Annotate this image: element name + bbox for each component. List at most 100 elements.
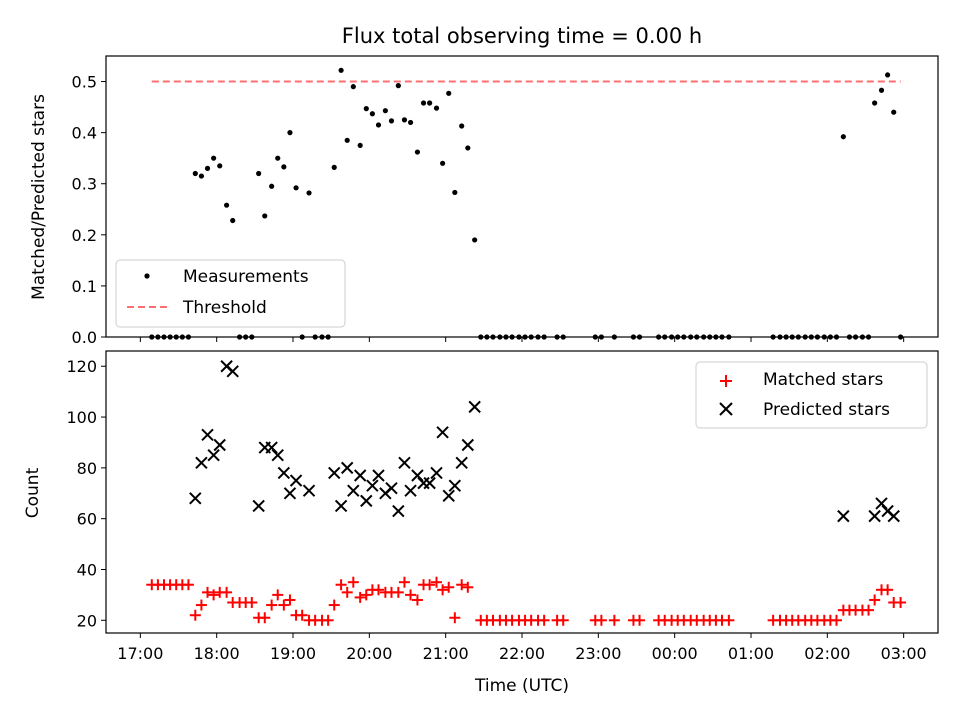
measurements-point (306, 190, 312, 196)
matched-stars-point (360, 589, 372, 601)
predicted-stars-point (277, 466, 291, 480)
x-axis-label: Time (UTC) (474, 676, 569, 696)
measurements-point (395, 83, 401, 89)
measurements-point (275, 155, 281, 161)
measurements-point (446, 90, 452, 96)
predicted-stars-point (252, 499, 265, 513)
chart-title: Flux total observing time = 0.00 h (342, 24, 702, 48)
bottom-y-tick-label: 80 (77, 459, 97, 478)
bottom-x-tick-label: 17:00 (117, 644, 163, 663)
matched-stars-point (830, 614, 842, 626)
matched-stars-point (278, 599, 290, 611)
predicted-stars-point (461, 438, 475, 452)
bottom-y-tick-label: 100 (66, 408, 97, 427)
measurements-point (224, 202, 230, 208)
bottom-y-tick-label: 60 (77, 510, 97, 529)
predicted-stars-point (404, 484, 417, 497)
bottom-x-tick-label: 19:00 (270, 644, 316, 663)
legend-measurements-label: Measurements (183, 267, 309, 287)
predicted-stars-point (468, 400, 481, 414)
measurements-point (414, 149, 421, 155)
measurements-point (338, 67, 344, 73)
matched-stars-point (272, 589, 284, 601)
top-y-tick-label: 0.2 (72, 226, 97, 245)
predicted-stars-point (442, 489, 455, 503)
predicted-stars-point (334, 499, 348, 513)
matched-stars-point (335, 579, 347, 591)
top-y-tick-label: 0.5 (72, 73, 97, 92)
predicted-stars-point (201, 428, 214, 442)
matched-stars-point (723, 614, 735, 626)
matched-stars-point (634, 614, 646, 626)
bottom-y-axis-label: Count (23, 467, 43, 518)
measurements-point (388, 118, 395, 124)
predicted-stars-point (189, 492, 202, 505)
predicted-stars-point (360, 494, 373, 508)
measurements-point (407, 119, 414, 126)
predicted-stars-point (411, 469, 424, 482)
measurements-point (440, 160, 446, 166)
predicted-stars-point (328, 466, 341, 480)
bottom-x-tick-label: 02:00 (804, 644, 850, 663)
matched-stars-point (449, 612, 461, 624)
bottom-x-tick-label: 03:00 (881, 644, 927, 663)
predicted-stars-point (271, 448, 284, 462)
bottom-x-tick-label: 23:00 (575, 644, 621, 663)
predicted-stars-point (875, 497, 888, 510)
predicted-stars-point (868, 509, 881, 523)
predicted-stars-point (448, 479, 462, 492)
measurements-point (427, 100, 433, 106)
measurements-point (420, 100, 427, 106)
matched-stars-point (322, 614, 334, 626)
measurements-point (281, 164, 287, 170)
bottom-x-tick-label: 20:00 (346, 644, 392, 663)
predicted-stars-point (887, 509, 900, 523)
matched-stars-point (424, 579, 436, 591)
matched-stars-point (538, 614, 550, 626)
matched-stars-point (863, 604, 875, 616)
predicted-stars-point (436, 426, 449, 439)
legend-predicted-marker (719, 402, 733, 416)
matched-stars-point (341, 586, 353, 598)
legend-matched-marker (720, 375, 732, 387)
matched-stars-point (456, 579, 468, 591)
predicted-stars-point (289, 474, 303, 487)
measurements-point (217, 163, 223, 169)
legend-predicted-label: Predicted stars (763, 400, 890, 420)
legend-measurements-marker (144, 273, 150, 279)
measurements-point (350, 84, 356, 90)
matched-stars-point (266, 599, 278, 611)
matched-stars-point (259, 612, 271, 624)
measurements-point (382, 108, 388, 114)
predicted-stars-point (353, 469, 367, 482)
predicted-stars-point (265, 441, 278, 454)
measurements-point (878, 87, 885, 93)
matched-stars-point (182, 579, 194, 591)
predicted-stars-point (423, 476, 436, 490)
predicted-stars-point (195, 456, 208, 469)
predicted-stars-point (207, 448, 220, 462)
top-panel: 0.0 0.1 0.2 0.3 0.4 0.5 Matched/Predicted sta… (29, 55, 939, 347)
legend-threshold-label: Threshold (182, 298, 267, 318)
measurements-point (198, 173, 205, 179)
matched-stars-point (431, 576, 443, 588)
predicted-stars-point (302, 484, 316, 497)
measurements-point (269, 183, 275, 189)
predicted-stars-point (392, 504, 405, 518)
predicted-stars-point (283, 487, 297, 500)
matched-stars-point (372, 584, 384, 596)
matched-stars-point (284, 594, 296, 606)
measurements-point (885, 72, 891, 78)
measurements-point (357, 142, 363, 149)
predicted-stars-point (430, 466, 443, 480)
measurements-point (840, 134, 846, 140)
predicted-stars-point (366, 479, 379, 492)
legend-matched-label: Matched stars (763, 370, 883, 390)
measurements-point (256, 170, 262, 177)
matched-stars-point (398, 576, 410, 588)
matched-stars-point (437, 584, 449, 596)
top-y-tick-label: 0.3 (72, 175, 97, 194)
bottom-ticks: 17:00 18:00 19:00 20:00 21:00 22:00 23:00 00:00… (66, 357, 926, 663)
predicted-stars-point (372, 469, 385, 482)
